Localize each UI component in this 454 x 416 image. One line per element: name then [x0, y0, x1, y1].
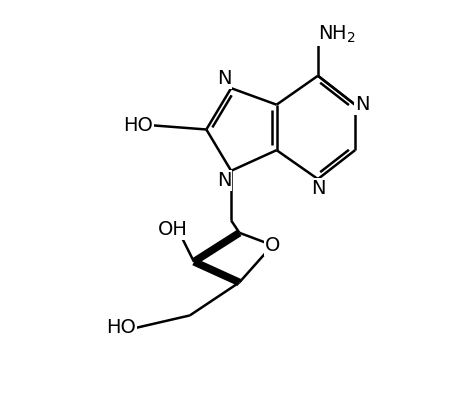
Text: HO: HO [106, 318, 136, 337]
Text: N: N [355, 95, 370, 114]
Text: O: O [265, 236, 280, 255]
Text: NH$_2$: NH$_2$ [318, 24, 356, 45]
Text: OH: OH [158, 220, 188, 239]
Text: HO: HO [123, 116, 153, 135]
Text: N: N [217, 171, 231, 190]
Text: N: N [311, 179, 325, 198]
Text: N: N [217, 69, 231, 88]
